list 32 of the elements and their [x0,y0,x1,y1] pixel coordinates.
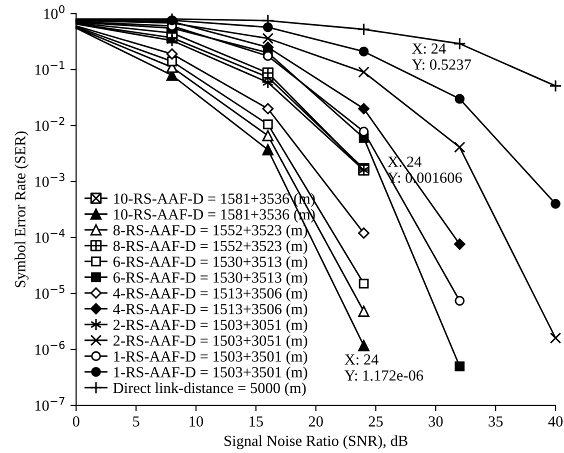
legend-label: 8-RS-AAF-D = 1552+3523 (m) [113,224,308,238]
x-tick-label: 25 [368,416,383,427]
legend-label: 6-RS-AAF-D = 1530+3513 (m) [113,256,308,270]
legend-label: 2-RS-AAF-D = 1503+3051 (m) [113,335,308,349]
legend-label: Direct link-distance = 5000 (m) [113,382,306,396]
x-tick-label: 5 [133,416,140,427]
x-tick-label: 40 [548,416,563,427]
x-tick-label: 15 [250,416,263,427]
y-tick-label: 10$^{−5}$ [35,285,64,299]
x-tick-label: 30 [428,416,443,427]
x-tick-label: 20 [308,416,323,427]
annotation: X: 24 Y: 0.5237 [412,43,471,70]
y-tick-label: 10$^{−1}$ [35,61,64,75]
legend-label: 6-RS-AAF-D = 1530+3513 (m) [113,272,308,286]
y-tick-label: 10$^{−7}$ [35,397,64,411]
legend-label: 1-RS-AAF-D = 1503+3501 (m) [114,350,308,365]
legend-label: 1-RS-AAF-D = 1503+3501 (m) [114,366,308,380]
legend-label: 4-RS-AAF-D = 1513+3506 (m) [113,288,308,302]
y-tick-label: 10$^{−2}$ [35,117,64,131]
y-tick-label: 10$^{0}$ [44,5,64,20]
x-tick-label: 10 [190,416,204,427]
x-tick-label: 0 [72,416,80,427]
y-axis-title: Symbol Error Rate (SER) [14,131,29,288]
y-tick-label: 10$^{−6}$ [35,340,65,355]
legend-label: 2-RS-AAF-D = 1503+3051 (m) [113,319,308,334]
legend-label: 8-RS-AAF-D = 1552+3523 (m) [113,240,308,254]
y-tick-label: 10$^{−4}$ [35,229,65,243]
x-tick-label: 35 [488,416,503,427]
y-tick-label: 10$^{−3}$ [35,173,64,187]
annotation: X: 24 Y: 1.172e-06 [344,354,424,381]
x-axis-title: Signal Noise Ratio (SNR), dB [224,435,408,450]
legend-label: 4-RS-AAF-D = 1513+3506 (m) [113,304,308,318]
